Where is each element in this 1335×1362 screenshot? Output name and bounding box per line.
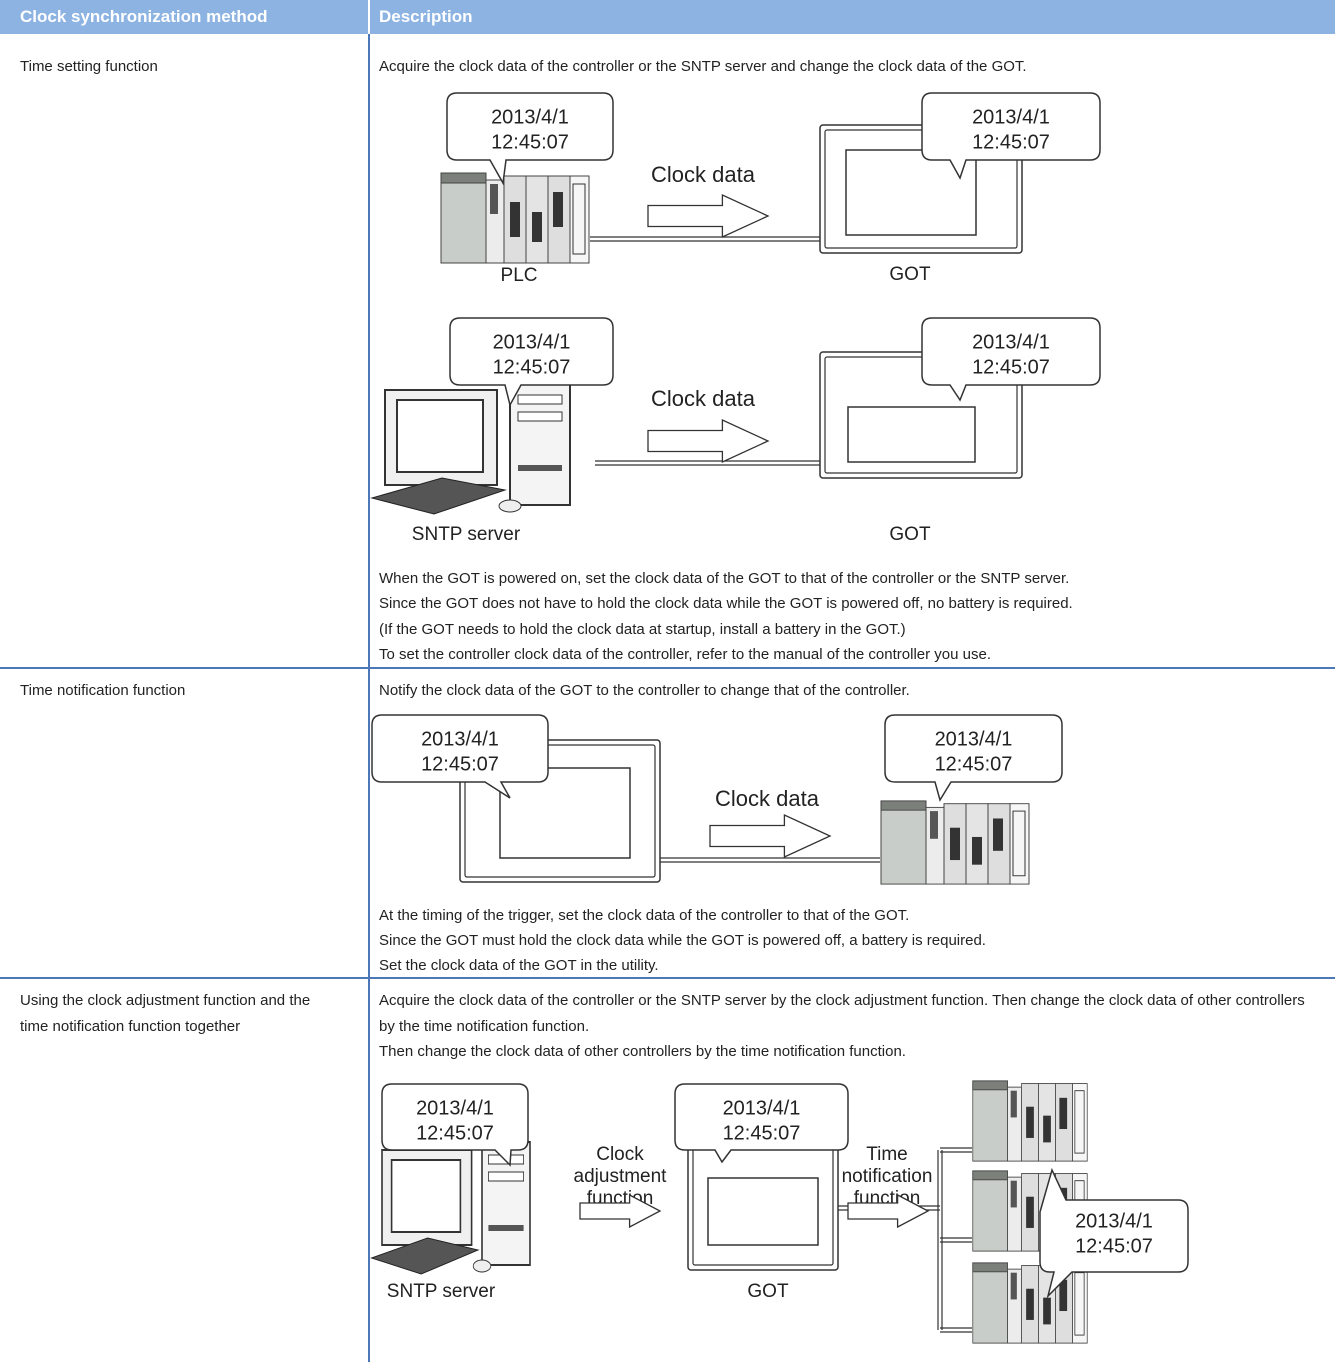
arrow [847,1193,930,1229]
speech-bubble [381,1083,529,1167]
arrow [579,1193,662,1229]
method: Using the clock adjustment function and … [20,992,311,1035]
diagram-text: Clock [596,1144,644,1165]
diagram-text: 2013/4/1 [491,106,569,128]
note: When the GOT is powered on, set the cloc… [379,570,1070,587]
column-divider [368,34,370,1362]
plc [972,1080,1088,1162]
diagram-text: 12:45:07 [491,131,569,153]
description-line: Acquire the clock data of the controller… [379,992,1305,1035]
sntp-server [371,381,571,515]
got-frame-inner [464,744,656,878]
note: Since the GOT does not have to hold the … [379,595,1073,612]
diagram-text: 2013/4/1 [723,1097,801,1119]
got-screen [707,1177,819,1246]
plc [880,800,1030,885]
diagram-text: notification [842,1166,933,1187]
diagram-text: 2013/4/1 [972,106,1050,128]
header-divider [368,0,370,34]
speech-bubble [1039,1167,1189,1299]
description: Acquire the clock data of the controller… [379,58,1027,75]
speech-bubble [884,714,1063,802]
speech-bubble [371,714,549,799]
description-line: Then change the clock data of other cont… [379,1043,906,1060]
diagram-text: 2013/4/1 [421,728,499,750]
got-frame-inner [824,356,1018,474]
diagram-text: Clock data [651,162,756,187]
note: Since the GOT must hold the clock data w… [379,932,986,949]
got-screen [499,767,631,859]
diagram-text: Clock data [715,786,820,811]
arrow [709,813,832,859]
header-bar [0,0,1335,34]
diagram-text: 12:45:07 [1075,1235,1153,1257]
diagram-text: 2013/4/1 [972,331,1050,353]
header-cell: Clock synchronization method [20,7,268,26]
arrow [647,418,770,464]
speech-bubble [446,92,614,186]
diagram-text: 12:45:07 [421,753,499,775]
diagram-text: SNTP server [387,1281,496,1302]
method: Time notification function [20,682,186,699]
speech-bubble [674,1083,849,1164]
diagram-text: 12:45:07 [972,356,1050,378]
diagram-text: 12:45:07 [723,1122,801,1144]
diagram-text: 12:45:07 [493,356,571,378]
diagram-text: Time [866,1144,908,1165]
header-cell: Description [379,7,473,26]
diagram-text: SNTP server [412,524,521,545]
method: Time setting function [20,58,158,75]
description: Notify the clock data of the GOT to the … [379,682,910,699]
note: Set the clock data of the GOT in the uti… [379,957,659,974]
got-screen [847,406,976,463]
diagram-text: 12:45:07 [972,131,1050,153]
speech-bubble [921,317,1101,402]
diagram-text: 2013/4/1 [1075,1210,1153,1232]
diagram-text: 12:45:07 [935,753,1013,775]
arrow [647,193,770,239]
note: To set the controller clock data of the … [379,646,991,663]
diagram-text: 12:45:07 [416,1122,494,1144]
speech-bubble [921,92,1101,180]
row-border [0,977,1335,979]
diagram-text: GOT [889,264,931,285]
plc [440,172,590,264]
diagram-text: GOT [889,524,931,545]
description: Acquire the clock data of the controller… [379,988,1324,1065]
note: At the timing of the trigger, set the cl… [379,907,910,924]
diagram-text: 2013/4/1 [416,1097,494,1119]
diagram-text: GOT [747,1281,789,1302]
diagram-text: 2013/4/1 [493,331,571,353]
diagram-text: PLC [501,265,538,286]
diagram-text: adjustment [574,1166,668,1187]
speech-bubble [449,317,614,408]
diagram-text: 2013/4/1 [935,728,1013,750]
diagram-text: Clock data [651,386,756,411]
row-border [0,667,1335,669]
note: (If the GOT needs to hold the clock data… [379,621,906,638]
got-frame-inner [824,129,1018,249]
